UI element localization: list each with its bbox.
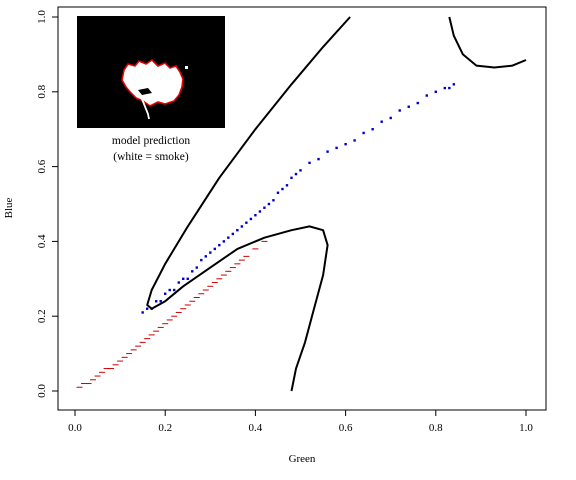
- blue-point: [141, 311, 144, 314]
- y-tick-label: 0.2: [36, 309, 48, 323]
- blue-point: [231, 232, 235, 236]
- blue-point: [326, 150, 329, 153]
- x-tick-label: 0.4: [249, 422, 263, 434]
- blue-point: [254, 214, 257, 217]
- blue-point: [182, 277, 185, 280]
- inset-smoke-gap: [138, 88, 152, 95]
- blue-point: [222, 240, 226, 243]
- decision-boundary-curves: [146, 16, 527, 392]
- y-tick-label: 0.4: [36, 234, 48, 248]
- blue-point: [448, 86, 451, 90]
- blue-point: [416, 101, 419, 105]
- y-tick-label: 1.0: [36, 10, 48, 24]
- blue-point: [168, 288, 171, 292]
- blue-point: [164, 292, 167, 295]
- y-tick-label: 0.6: [36, 159, 48, 173]
- x-tick-label: 0.2: [158, 422, 172, 434]
- x-axis-title: Green: [289, 453, 316, 465]
- y-axis: 0.0 0.2 0.4 0.6 0.8 1.0: [36, 10, 59, 398]
- blue-point: [281, 187, 284, 191]
- blue-point: [398, 109, 401, 112]
- blue-point: [452, 83, 456, 86]
- x-tick-label: 0.0: [68, 422, 82, 434]
- blue-point: [371, 128, 374, 131]
- x-tick-label: 0.6: [339, 422, 353, 434]
- y-axis-title: Blue: [3, 197, 15, 218]
- blue-series: [141, 83, 456, 314]
- blue-point: [389, 116, 392, 120]
- blue-point: [267, 202, 271, 206]
- inset-caption-line2: (white = smoke): [113, 151, 189, 163]
- blue-point: [227, 236, 230, 239]
- blue-point: [191, 270, 194, 273]
- blue-point: [290, 176, 293, 180]
- inset-smoke-speck: [185, 66, 188, 69]
- blue-point: [276, 191, 280, 194]
- blue-point: [200, 258, 203, 262]
- blue-point: [249, 217, 253, 221]
- blue-point: [213, 247, 217, 251]
- blue-point: [353, 139, 356, 142]
- inset-caption-line1: model prediction: [112, 135, 190, 147]
- blue-point: [145, 307, 149, 310]
- x-tick-label: 0.8: [429, 422, 443, 434]
- blue-point: [308, 161, 311, 165]
- y-tick-label: 0.0: [36, 384, 48, 398]
- blue-point: [317, 157, 320, 161]
- inset-smoke-trail: [141, 98, 150, 120]
- blue-point: [299, 169, 302, 172]
- blue-point: [407, 105, 410, 108]
- x-axis: 0.0 0.2 0.4 0.6 0.8 1.0: [68, 409, 533, 434]
- blue-point: [258, 210, 262, 213]
- blue-point: [173, 288, 176, 292]
- x-tick-label: 1.0: [519, 422, 533, 434]
- boundary-curve: [146, 16, 351, 392]
- blue-point: [209, 251, 212, 254]
- blue-point: [154, 300, 158, 303]
- blue-point: [443, 86, 447, 90]
- blue-point: [204, 255, 207, 258]
- boundary-curve: [448, 16, 527, 69]
- blue-point: [335, 146, 338, 150]
- blue-point: [186, 277, 189, 280]
- blue-point: [434, 90, 437, 93]
- blue-point: [285, 184, 289, 187]
- blue-point: [362, 131, 365, 135]
- blue-point: [344, 142, 347, 146]
- red-series: [76, 240, 268, 388]
- blue-point: [177, 281, 180, 284]
- blue-point: [294, 172, 298, 176]
- blue-point: [236, 228, 239, 232]
- blue-point: [272, 199, 275, 202]
- blue-point: [218, 243, 221, 247]
- blue-point: [240, 225, 244, 228]
- inset-smoke-region: [121, 58, 184, 107]
- blue-point: [159, 300, 162, 303]
- blue-point: [425, 94, 428, 97]
- blue-point: [380, 120, 383, 123]
- inset-thumbnail: [77, 16, 225, 128]
- blue-point: [263, 206, 266, 209]
- blue-point: [195, 266, 198, 269]
- y-tick-label: 0.8: [36, 84, 48, 98]
- blue-point: [245, 221, 248, 224]
